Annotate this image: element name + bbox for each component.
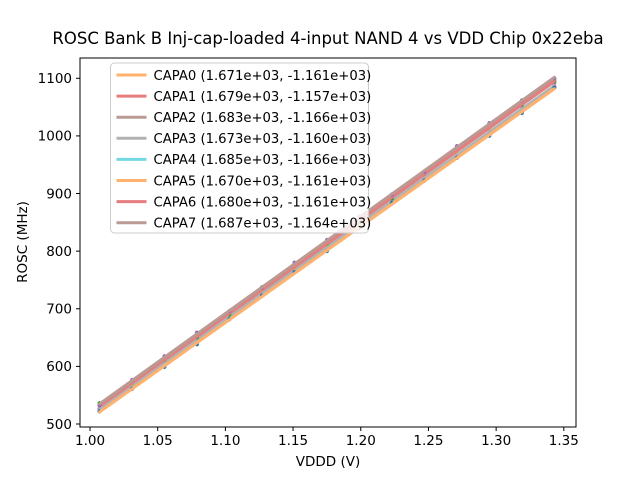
x-tick-label: 1.05	[143, 433, 173, 449]
fit-line-CAPA3	[97, 84, 556, 412]
legend-frame	[110, 62, 369, 234]
y-axis-label: ROSC (MHz)	[15, 201, 31, 283]
y-tick-label: 600	[46, 359, 72, 375]
y-tick-label: 1100	[38, 71, 72, 87]
legend-entry-CAPA5: CAPA5 (1.670e+03, -1.161e+03)	[154, 174, 372, 189]
legend: CAPA0 (1.671e+03, -1.161e+03) CAPA1 (1.67…	[110, 62, 372, 234]
legend-entry-CAPA2: CAPA2 (1.683e+03, -1.166e+03)	[154, 111, 372, 126]
x-tick-label: 1.30	[481, 433, 511, 449]
legend-entry-CAPA7: CAPA7 (1.687e+03, -1.164e+03)	[154, 217, 372, 232]
legend-entry-CAPA4: CAPA4 (1.685e+03, -1.166e+03)	[154, 153, 372, 168]
x-tick-label: 1.10	[210, 433, 240, 449]
x-tick-label: 1.15	[278, 433, 308, 449]
x-axis-label: VDDD (V)	[296, 454, 360, 470]
x-tick-label: 1.35	[549, 433, 579, 449]
fit-line-CAPA6	[97, 79, 556, 408]
y-tick-label: 500	[46, 417, 72, 433]
chart-title: ROSC Bank B Inj-cap-loaded 4-input NAND …	[52, 29, 603, 48]
y-tick-label: 900	[46, 186, 72, 202]
x-tick-label: 1.00	[75, 433, 105, 449]
axes-spines	[79, 57, 577, 428]
y-tick-label: 700	[46, 302, 72, 318]
fit-line-CAPA5	[97, 87, 556, 414]
legend-entry-CAPA1: CAPA1 (1.679e+03, -1.157e+03)	[154, 90, 372, 105]
x-tick-label: 1.25	[413, 433, 443, 449]
legend-entry-CAPA3: CAPA3 (1.673e+03, -1.160e+03)	[154, 132, 372, 147]
y-tick-label: 800	[46, 244, 72, 260]
x-tick-label: 1.20	[346, 433, 376, 449]
legend-entry-CAPA0: CAPA0 (1.671e+03, -1.161e+03)	[154, 69, 372, 84]
legend-entry-CAPA6: CAPA6 (1.680e+03, -1.161e+03)	[154, 195, 372, 210]
y-tick-label: 1000	[38, 129, 72, 145]
fit-line-CAPA7	[97, 75, 556, 406]
